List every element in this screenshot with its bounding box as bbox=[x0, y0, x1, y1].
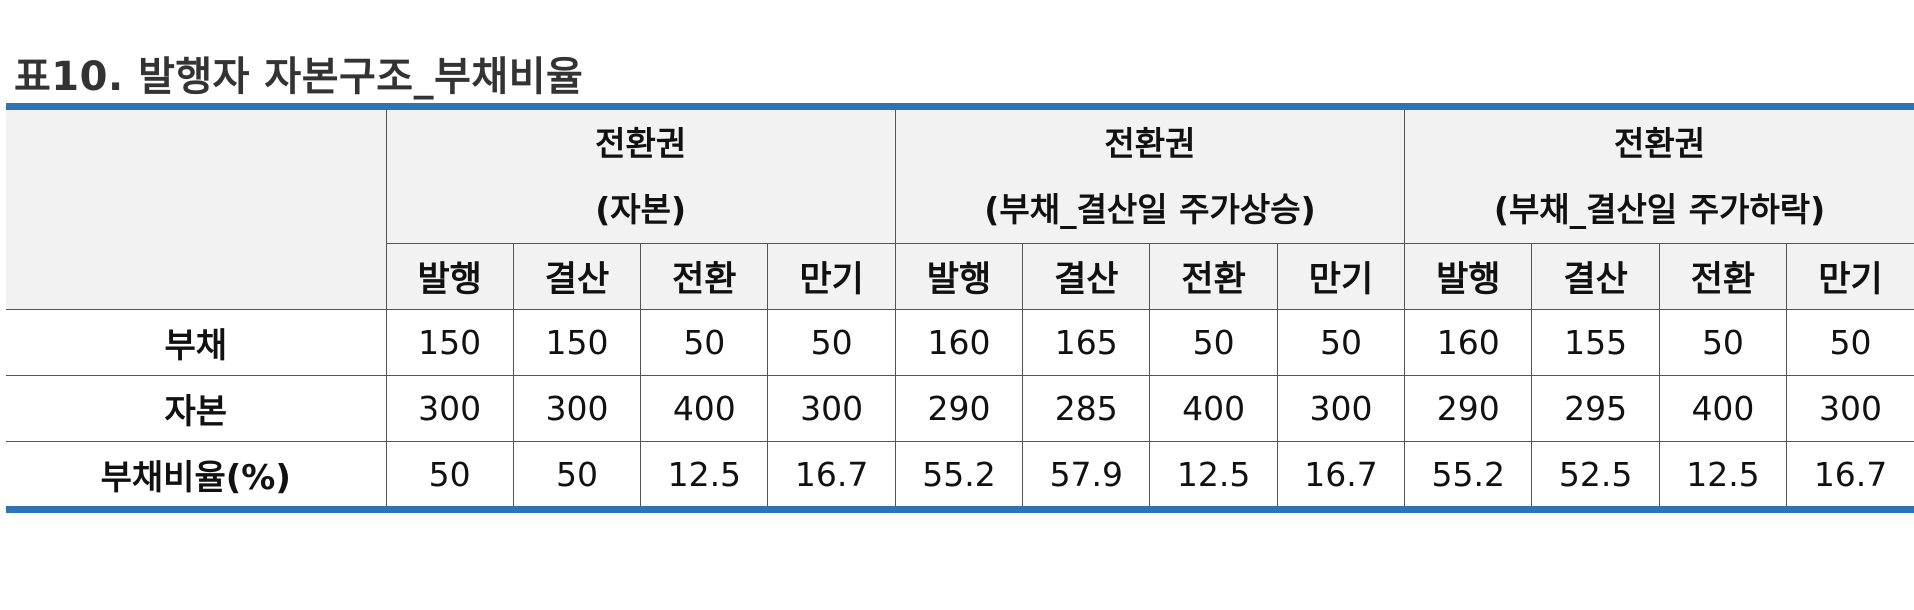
table-cell: 55.2 bbox=[894, 441, 1024, 506]
table-cell: 50 bbox=[767, 309, 896, 376]
table-cell: 300 bbox=[1786, 375, 1914, 442]
table-cell: 295 bbox=[1531, 375, 1660, 442]
table-cell: 57.9 bbox=[1022, 441, 1151, 506]
subheader-issue: 발행 bbox=[1404, 243, 1533, 310]
table-row-debt-ratio: 부채비율(%) 50 50 12.5 16.7 55.2 57.9 12.5 1… bbox=[6, 441, 1914, 506]
table-cell: 300 bbox=[385, 375, 514, 442]
top-rule bbox=[6, 103, 1914, 110]
table-cell: 52.5 bbox=[1531, 441, 1660, 506]
subheader-conversion: 전환 bbox=[640, 243, 769, 310]
table-cell: 300 bbox=[1276, 375, 1406, 442]
table-cell: 155 bbox=[1531, 309, 1660, 376]
table-cell: 150 bbox=[385, 309, 514, 376]
subheader-issue: 발행 bbox=[894, 243, 1024, 310]
group-header-equity: 전환권 (자본) bbox=[385, 110, 896, 244]
group-header-liability-rise: 전환권 (부채_결산일 주가상승) bbox=[894, 110, 1406, 244]
table-cell: 300 bbox=[512, 375, 642, 442]
table-cell: 16.7 bbox=[1786, 441, 1914, 506]
table-cell: 290 bbox=[894, 375, 1024, 442]
table-cell: 50 bbox=[512, 441, 642, 506]
table-cell: 160 bbox=[894, 309, 1024, 376]
table-cell: 160 bbox=[1404, 309, 1533, 376]
subheader-settlement: 결산 bbox=[512, 243, 642, 310]
table-row-equity: 자본 300 300 400 300 290 285 400 300 290 2… bbox=[6, 375, 1914, 442]
table-cell: 50 bbox=[640, 309, 769, 376]
table-cell: 12.5 bbox=[1658, 441, 1788, 506]
group-header-line2: (부채_결산일 주가하락) bbox=[1493, 189, 1826, 229]
subheader-maturity: 만기 bbox=[1786, 243, 1914, 310]
table-row-liability: 부채 150 150 50 50 160 165 50 50 160 155 5… bbox=[6, 309, 1914, 376]
group-header-line1: 전환권 bbox=[1614, 123, 1706, 163]
table-cell: 12.5 bbox=[640, 441, 769, 506]
row-label: 부채 bbox=[6, 309, 387, 376]
subheader-maturity: 만기 bbox=[1276, 243, 1406, 310]
subheader-conversion: 전환 bbox=[1149, 243, 1278, 310]
row-label: 자본 bbox=[6, 375, 387, 442]
corner-cell bbox=[6, 110, 387, 310]
group-header-line1: 전환권 bbox=[1104, 123, 1196, 163]
table-cell: 50 bbox=[1276, 309, 1406, 376]
table-cell: 50 bbox=[1658, 309, 1788, 376]
table-cell: 16.7 bbox=[1276, 441, 1406, 506]
table-cell: 50 bbox=[1786, 309, 1914, 376]
group-header-liability-fall: 전환권 (부채_결산일 주가하락) bbox=[1404, 110, 1914, 244]
row-label: 부채비율(%) bbox=[6, 441, 387, 506]
table-cell: 150 bbox=[512, 309, 642, 376]
capital-structure-table: 전환권 (자본) 전환권 (부채_결산일 주가상승) 전환권 (부채_결산일 주… bbox=[6, 103, 1914, 513]
group-header-line1: 전환권 bbox=[595, 123, 687, 163]
subheader-settlement: 결산 bbox=[1531, 243, 1660, 310]
table-cell: 16.7 bbox=[767, 441, 896, 506]
table-title: 표10. 발행자 자본구조_부채비율 bbox=[14, 54, 584, 100]
table-cell: 55.2 bbox=[1404, 441, 1533, 506]
subheader-issue: 발행 bbox=[386, 243, 514, 310]
table-cell: 400 bbox=[640, 375, 769, 442]
table-cell: 165 bbox=[1022, 309, 1151, 376]
table-cell: 12.5 bbox=[1149, 441, 1278, 506]
group-header-line2: (부채_결산일 주가상승) bbox=[984, 189, 1316, 229]
subheader-settlement: 결산 bbox=[1022, 243, 1151, 310]
bottom-rule bbox=[6, 506, 1914, 513]
table-cell: 400 bbox=[1149, 375, 1278, 442]
table-cell: 290 bbox=[1404, 375, 1533, 442]
subheader-maturity: 만기 bbox=[767, 243, 896, 310]
table-cell: 50 bbox=[385, 441, 514, 506]
table-cell: 285 bbox=[1022, 375, 1151, 442]
subheader-conversion: 전환 bbox=[1658, 243, 1788, 310]
table-cell: 50 bbox=[1149, 309, 1278, 376]
group-header-line2: (자본) bbox=[595, 189, 687, 229]
table-cell: 300 bbox=[767, 375, 896, 442]
data-table: 전환권 (자본) 전환권 (부채_결산일 주가상승) 전환권 (부채_결산일 주… bbox=[6, 110, 1914, 506]
table-cell: 400 bbox=[1658, 375, 1788, 442]
